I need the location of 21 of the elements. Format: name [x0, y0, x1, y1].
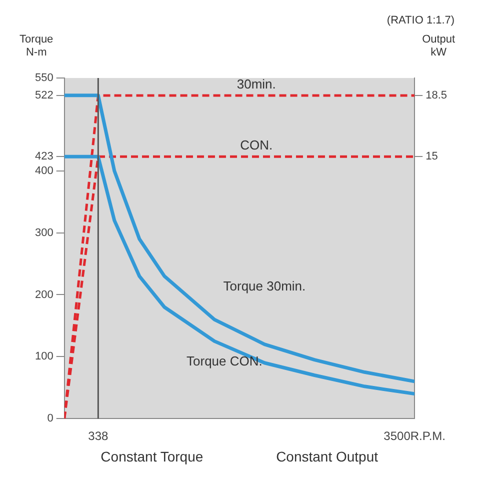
series-label: Torque CON.	[186, 353, 262, 368]
y2-tick-label: 15	[426, 150, 438, 163]
series-label: 30min.	[236, 76, 276, 92]
text: Constant Torque	[100, 448, 204, 464]
series-label: Torque 30min.	[223, 278, 306, 294]
y-axis-title: Torque N-m	[20, 34, 54, 59]
y-tick-label: 0	[47, 412, 54, 425]
y-tick-label: 300	[34, 226, 54, 239]
series-label: CON.	[240, 138, 273, 153]
y-tick-label: 522	[34, 89, 54, 102]
y-tick-label: 400	[34, 164, 54, 177]
y2-tick-label: 18.5	[426, 90, 448, 102]
text: Constant Output	[276, 448, 378, 464]
y2-axis-title: Output kW	[422, 34, 456, 59]
chart-subtitle: (RATIO 1:1.7)	[386, 14, 455, 27]
y-tick-label: 200	[34, 288, 54, 301]
y-tick-label: 423	[34, 150, 54, 163]
y-tick-label: 550	[34, 72, 54, 84]
x-tick-label: 338	[88, 429, 109, 444]
x-tick-label: 3500R.P.M.	[384, 429, 446, 444]
y-tick-label: 100	[34, 350, 54, 363]
